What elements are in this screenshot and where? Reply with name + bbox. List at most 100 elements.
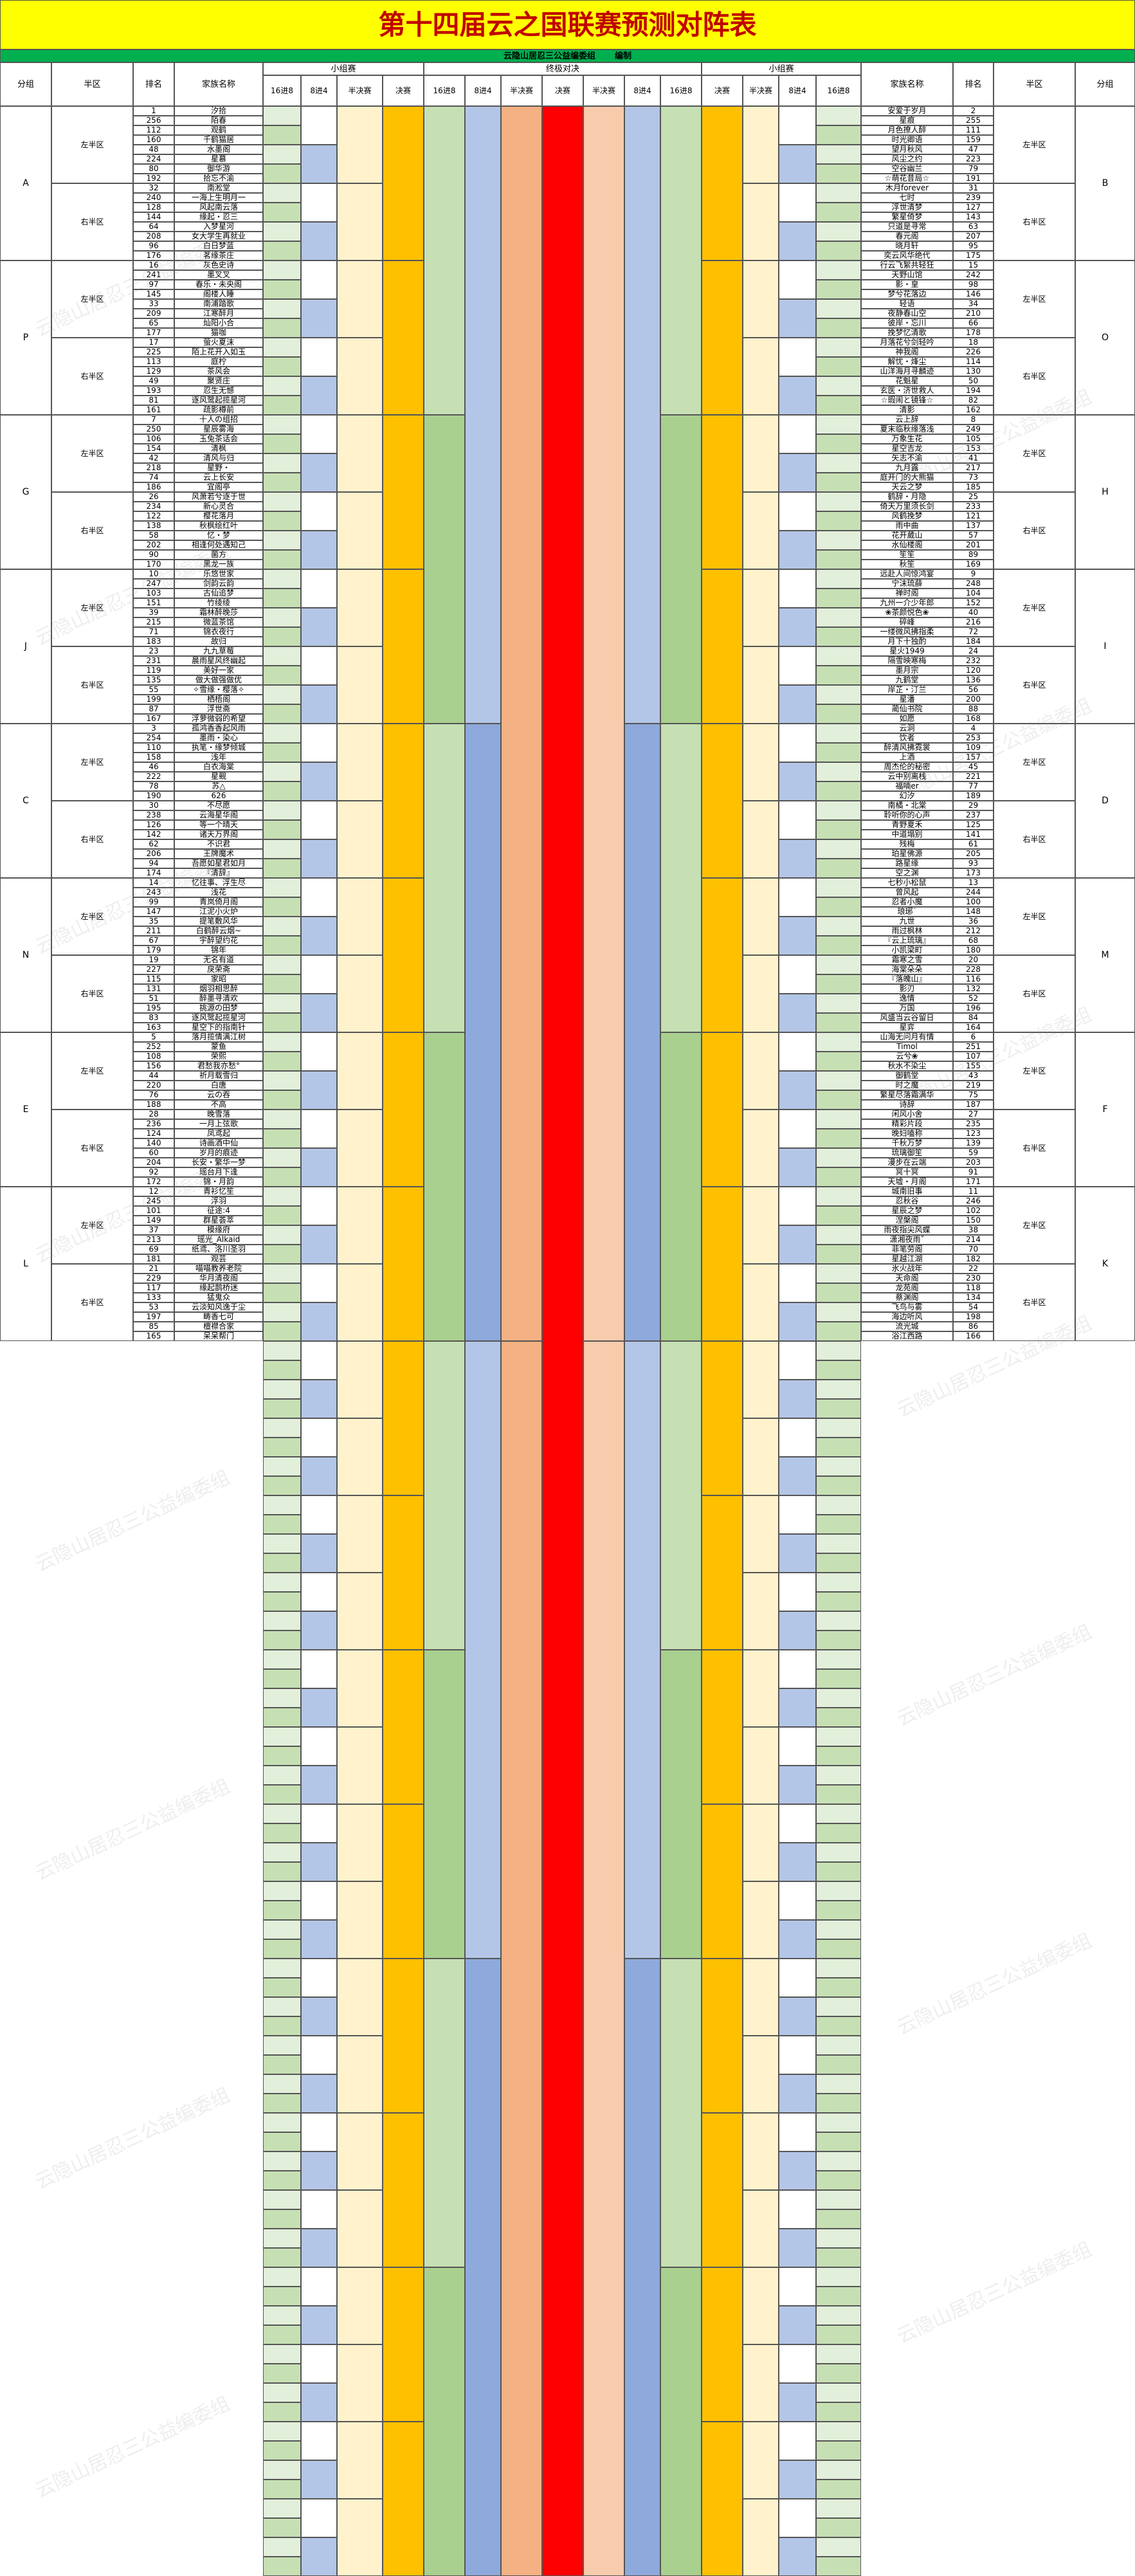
bracket-slot [779,2460,816,2499]
column-header: 16进8 [660,75,702,106]
team-rank: 176 [133,251,174,260]
team-rank: 82 [953,396,994,405]
team-name: 瑶台月下逢 [174,1167,263,1177]
bracket-slot [743,1110,779,1187]
bracket-slot [816,1611,861,1631]
team-rank: 202 [133,540,174,550]
team-name: 星火1949 [861,646,953,656]
team-rank: 21 [133,1264,174,1274]
bracket-slot [263,396,301,415]
bracket-slot [816,1148,861,1167]
team-rank: 15 [953,260,994,270]
bracket-slot [816,241,861,260]
half-label: 左半区 [51,260,133,338]
group-label: D [1075,724,1135,878]
bracket-slot [779,492,816,531]
bracket-slot [337,646,383,724]
team-rank: 144 [133,212,174,222]
bracket-slot [263,1997,301,2016]
bracket-slot [816,743,861,762]
bracket-slot [301,1920,337,1959]
bracket-slot [816,1071,861,1090]
bracket-slot [301,222,337,260]
team-rank: 156 [133,1061,174,1071]
team-rank: 9 [953,569,994,579]
team-rank: 69 [133,1245,174,1254]
half-label: 右半区 [994,338,1075,415]
bracket-slot [301,1997,337,2036]
team-name: 家昭 [174,974,263,984]
column-header: 半决赛 [337,75,383,106]
team-rank: 126 [133,820,174,830]
bracket-slot [301,1688,337,1727]
bracket-slot [816,203,861,222]
team-name: 清枫 [174,444,263,453]
team-name: 菲笔劳阁 [861,1245,953,1254]
team-name: 忍秋谷 [861,1196,953,1206]
bracket-slot [816,2190,861,2209]
team-rank: 99 [133,897,174,907]
team-rank: 187 [953,1100,994,1110]
team-name: 茶风会 [174,367,263,376]
group-label: E [0,1032,51,1187]
bracket-slot [816,183,861,203]
bracket-slot [779,2499,816,2537]
team-rank: 44 [133,1071,174,1081]
bracket-slot [263,2287,301,2306]
column-header: 排名 [953,62,994,106]
bracket-slot [301,2383,337,2422]
team-name: 梦兮花落边 [861,289,953,299]
team-name: 檀襟合家 [174,1322,263,1331]
bracket-slot [301,415,337,453]
column-header: 决赛 [383,75,424,106]
bracket-slot [263,2557,301,2576]
team-rank: 177 [133,328,174,338]
team-rank: 87 [133,704,174,714]
team-name: 望月秋风 [861,145,953,154]
team-name: 清风与归 [174,453,263,463]
team-name: 星辰雾海 [174,425,263,434]
team-name: 浅花 [174,888,263,897]
bracket-slot [301,1264,337,1302]
bracket-slot [301,183,337,222]
bracket-slot [816,820,861,839]
bracket-slot [779,955,816,994]
team-rank: 101 [133,1206,174,1216]
bracket-slot [263,955,301,974]
team-rank: 49 [133,376,174,386]
half-label: 右半区 [51,183,133,260]
half-label: 左半区 [51,415,133,492]
team-name: 汐拾 [174,106,263,116]
bracket-slot [779,801,816,839]
team-name: 山洋海月寻麟迹 [861,367,953,376]
bracket-slot [263,1418,301,1438]
team-name: 呆呆帮门 [174,1331,263,1341]
team-name: 蔡渊阁 [861,1293,953,1302]
column-header: 16进8 [816,75,861,106]
team-rank: 102 [953,1206,994,1216]
bracket-slot [263,1245,301,1264]
team-name: 行云飞絮共轻狂 [861,260,953,270]
bracket-slot [263,1187,301,1206]
bracket-slot [816,2364,861,2383]
team-name: 观鹤 [174,125,263,135]
team-name: 夜静春山空 [861,309,953,318]
bracket-slot [779,2383,816,2422]
half-label: 右半区 [994,955,1075,1032]
team-rank: 256 [133,116,174,125]
bracket-slot [301,608,337,646]
bracket-slot [301,917,337,955]
bracket-slot [816,1573,861,1592]
team-rank: 237 [953,810,994,820]
team-rank: 198 [953,1312,994,1322]
bracket-slot [301,1881,337,1920]
half-label: 右半区 [51,338,133,415]
bracket-slot [263,2055,301,2074]
team-rank: 141 [953,830,994,839]
team-name: 南淞堂 [174,183,263,193]
bracket-slot [337,260,383,338]
team-name: 『云上琉璃』 [861,936,953,945]
bracket-slot [301,260,337,299]
team-name: 诗辞 [861,1100,953,1110]
